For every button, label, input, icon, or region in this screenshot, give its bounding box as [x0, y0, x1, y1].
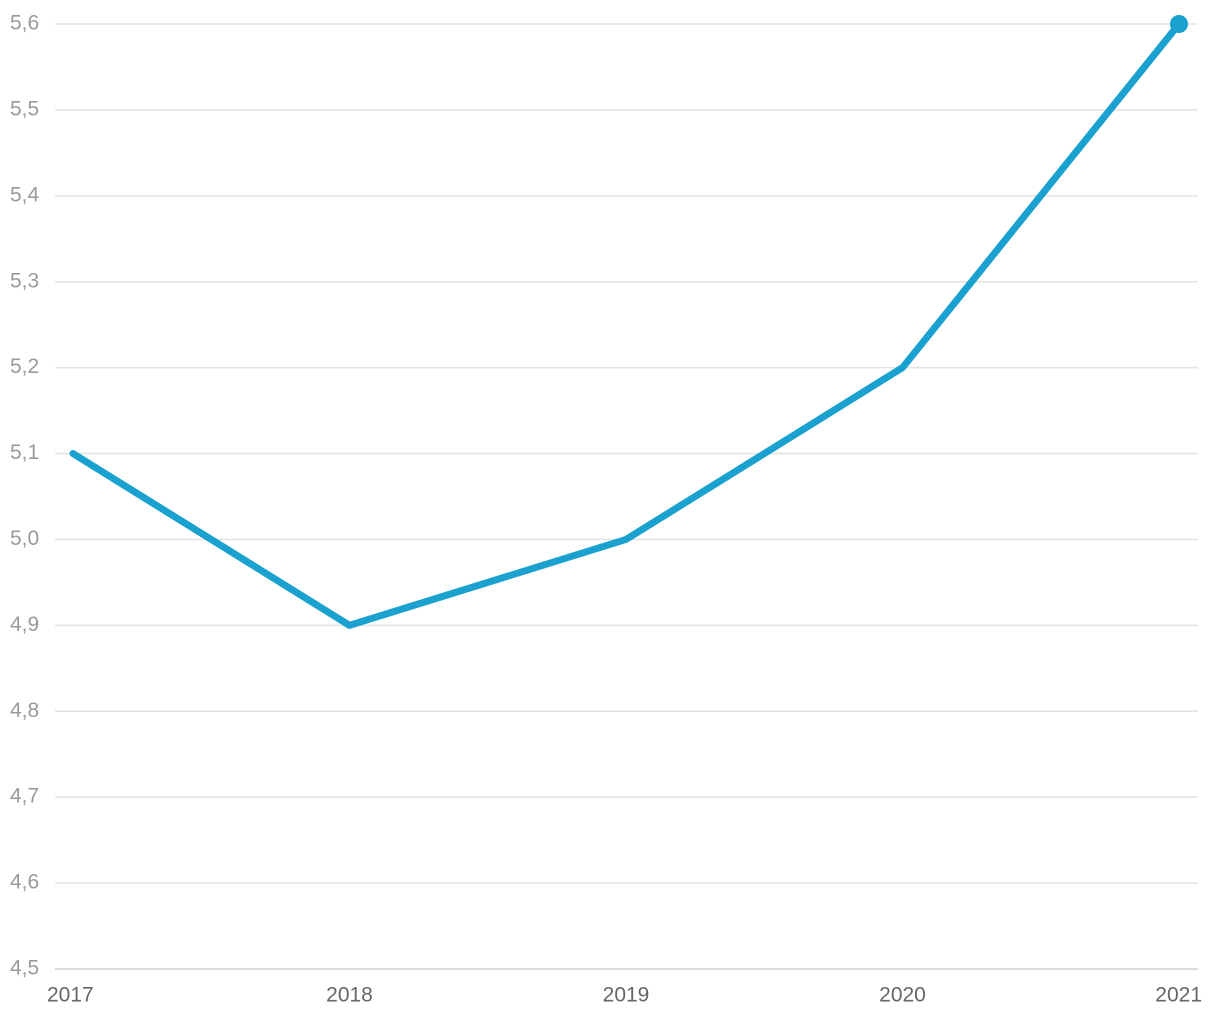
x-tick-label: 2021: [1155, 984, 1202, 1007]
y-tick-label: 5,0: [10, 527, 39, 550]
x-tick-label: 2019: [603, 984, 650, 1007]
x-tick-label: 2020: [879, 984, 926, 1007]
x-tick-label: 2017: [47, 984, 94, 1007]
y-tick-label: 4,6: [10, 871, 39, 894]
y-tick-label: 4,5: [10, 957, 39, 980]
y-tick-label: 4,7: [10, 785, 39, 808]
x-tick-label: 2018: [326, 984, 373, 1007]
y-tick-label: 5,1: [10, 441, 39, 464]
y-tick-label: 5,3: [10, 269, 39, 292]
y-tick-label: 5,4: [10, 183, 40, 206]
end-marker: [1170, 15, 1188, 33]
y-tick-label: 5,2: [10, 355, 39, 378]
y-tick-label: 5,6: [10, 12, 39, 35]
y-tick-label: 4,9: [10, 613, 39, 636]
line: [69, 20, 1183, 629]
y-tick-label: 4,8: [10, 699, 39, 722]
y-tick-label: 5,5: [10, 97, 39, 120]
